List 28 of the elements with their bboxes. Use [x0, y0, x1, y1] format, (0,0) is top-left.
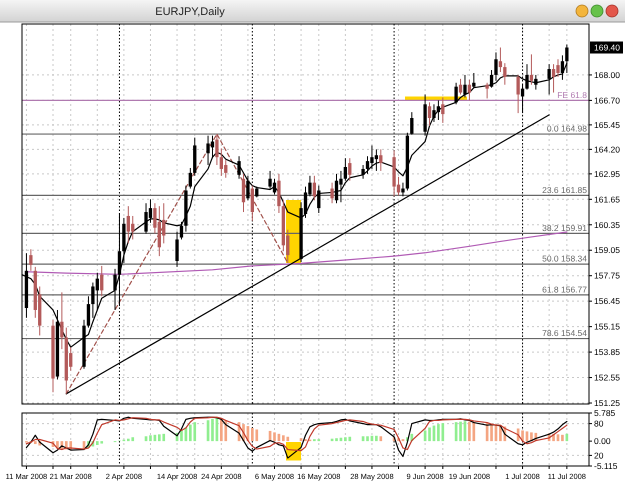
- y2-tick-label: 0.00: [594, 436, 611, 446]
- annotation: 169.40: [594, 42, 620, 53]
- y-tick-label: 162.95: [594, 168, 620, 179]
- y-tick-label: 165.45: [594, 120, 620, 130]
- ref-line-label: 23.6 161.85: [542, 184, 588, 195]
- y-tick-label: 20: [594, 450, 604, 460]
- y-tick-label: 156.45: [594, 296, 620, 306]
- chart-title: EURJPY,Daily: [155, 6, 226, 18]
- y-tick-label: 161.65: [594, 194, 620, 204]
- ref-line-label: 0.0 164.98: [546, 124, 588, 134]
- y2-tick-label: -5.115: [594, 461, 618, 471]
- ref-line-label: 61.8 156.77: [542, 284, 588, 294]
- y2-tick-label: 5.785: [594, 408, 616, 418]
- y-tick-label: 159.05: [594, 245, 620, 256]
- y-tick-label: 80: [594, 418, 604, 429]
- ref-line-label: 50.0 158.34: [542, 254, 588, 264]
- y-tick-label: 153.85: [594, 347, 620, 358]
- y-tick-label: 164.20: [594, 144, 620, 154]
- ref-line-label: 78.6 154.54: [542, 328, 588, 338]
- y-tick-label: 152.55: [594, 372, 620, 383]
- y-tick-label: 157.75: [594, 270, 620, 281]
- ref-line-label: FE 61.8: [557, 90, 588, 100]
- y-tick-label: 166.70: [594, 95, 620, 106]
- y-tick-label: 155.15: [594, 322, 620, 332]
- y-tick-label: 151.25: [594, 398, 620, 408]
- y-tick-label: 168.00: [594, 70, 620, 80]
- ref-line-label: 38.2 159.91: [542, 222, 588, 233]
- y-tick-label: 160.35: [594, 220, 620, 230]
